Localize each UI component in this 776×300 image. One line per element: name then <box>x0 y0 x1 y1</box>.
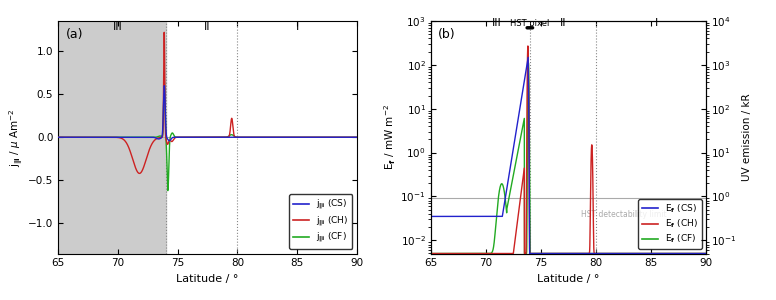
Bar <box>58 21 166 253</box>
Text: III: III <box>113 22 123 32</box>
Text: III: III <box>492 18 501 28</box>
Text: II: II <box>204 22 211 32</box>
Y-axis label: E$_\mathbf{f}$ / mW m$^{-2}$: E$_\mathbf{f}$ / mW m$^{-2}$ <box>382 104 397 170</box>
Text: I: I <box>296 22 299 32</box>
Text: I: I <box>655 18 658 28</box>
Text: (a): (a) <box>66 28 83 41</box>
Text: HST pixel: HST pixel <box>510 19 549 28</box>
Text: (b): (b) <box>438 28 456 41</box>
Legend: j$_{\|\mathbf{i}}$ (CS), j$_{\|\mathbf{i}}$ (CH), j$_{\|\mathbf{i}}$ (CF): j$_{\|\mathbf{i}}$ (CS), j$_{\|\mathbf{i… <box>289 194 352 249</box>
X-axis label: Latitude / °: Latitude / ° <box>537 274 600 284</box>
Y-axis label: UV emission / kR: UV emission / kR <box>742 93 752 181</box>
Legend: E$_\mathbf{f}$ (CS), E$_\mathbf{f}$ (CH), E$_\mathbf{f}$ (CF): E$_\mathbf{f}$ (CS), E$_\mathbf{f}$ (CH)… <box>638 199 702 249</box>
X-axis label: Latitude / °: Latitude / ° <box>176 274 239 284</box>
Text: HST detectability limit: HST detectability limit <box>580 210 667 219</box>
Text: II: II <box>559 18 566 28</box>
Y-axis label: j$_{\|\mathbf{i}}$ / $\mu$ Am$^{-2}$: j$_{\|\mathbf{i}}$ / $\mu$ Am$^{-2}$ <box>8 108 26 167</box>
